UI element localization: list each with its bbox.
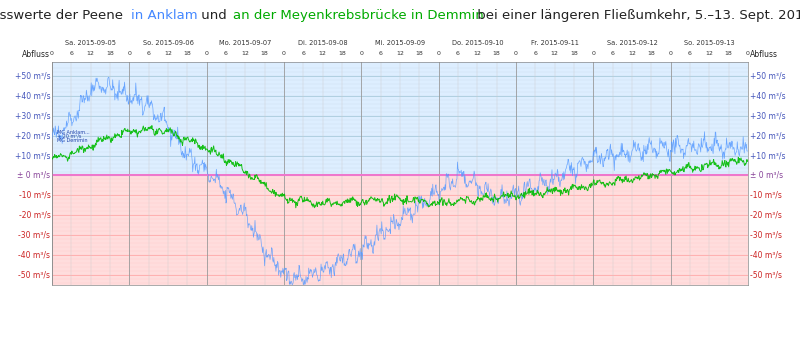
Text: +40 m³/s: +40 m³/s	[750, 92, 786, 101]
Text: Sa. 2015-09-05: Sa. 2015-09-05	[65, 40, 116, 46]
Text: 12: 12	[706, 51, 714, 56]
Text: Mi. 2015-09-09: Mi. 2015-09-09	[375, 40, 425, 46]
Text: 18: 18	[725, 51, 733, 56]
Text: Do. 2015-09-10: Do. 2015-09-10	[451, 40, 503, 46]
Text: 0: 0	[50, 51, 54, 56]
Text: 18: 18	[647, 51, 655, 56]
Text: 12: 12	[474, 51, 482, 56]
Text: 0: 0	[437, 51, 441, 56]
Text: 12: 12	[318, 51, 326, 56]
Text: -20 m³/s: -20 m³/s	[18, 211, 50, 220]
Bar	[52, 62, 748, 176]
Text: -40 m³/s: -40 m³/s	[18, 250, 50, 259]
Text: +50 m³/s: +50 m³/s	[750, 72, 786, 81]
Text: 0: 0	[669, 51, 673, 56]
Text: MG Anklam...: MG Anklam...	[57, 130, 90, 135]
Text: -40 m³/s: -40 m³/s	[750, 250, 782, 259]
Text: Sa. 2015-09-12: Sa. 2015-09-12	[606, 40, 658, 46]
Text: 6: 6	[70, 51, 74, 56]
Text: 12: 12	[164, 51, 172, 56]
Text: 0: 0	[359, 51, 363, 56]
Text: 0: 0	[127, 51, 131, 56]
Text: 0: 0	[591, 51, 595, 56]
Text: 0: 0	[514, 51, 518, 56]
Text: 12: 12	[242, 51, 250, 56]
Text: Fr. 2015-09-11: Fr. 2015-09-11	[530, 40, 578, 46]
Text: -50 m³/s: -50 m³/s	[750, 270, 782, 279]
Text: + 20 m³/s: + 20 m³/s	[57, 134, 82, 139]
Text: 12: 12	[86, 51, 94, 56]
Text: So. 2015-09-13: So. 2015-09-13	[684, 40, 734, 46]
Text: 6: 6	[224, 51, 228, 56]
Text: bei einer längeren Fließumkehr, 5.–13. Sept. 2015: bei einer längeren Fließumkehr, 5.–13. S…	[473, 9, 800, 22]
Text: und: und	[197, 9, 231, 22]
Text: 6: 6	[302, 51, 306, 56]
Text: So. 2015-09-06: So. 2015-09-06	[142, 40, 194, 46]
Text: 12: 12	[396, 51, 404, 56]
Text: 6: 6	[534, 51, 538, 56]
Text: 12: 12	[550, 51, 558, 56]
Text: -30 m³/s: -30 m³/s	[750, 230, 782, 239]
Text: 18: 18	[415, 51, 423, 56]
Text: 0: 0	[746, 51, 750, 56]
Text: Abflusswerte der Peene: Abflusswerte der Peene	[0, 9, 127, 22]
Text: +10 m³/s: +10 m³/s	[15, 151, 50, 160]
Text: 6: 6	[378, 51, 382, 56]
Text: -30 m³/s: -30 m³/s	[18, 230, 50, 239]
Text: +30 m³/s: +30 m³/s	[750, 111, 786, 120]
Text: Abfluss: Abfluss	[750, 50, 778, 59]
Text: 18: 18	[106, 51, 114, 56]
Text: 6: 6	[688, 51, 692, 56]
Text: -10 m³/s: -10 m³/s	[750, 191, 782, 200]
Text: 12: 12	[628, 51, 636, 56]
Text: -10 m³/s: -10 m³/s	[18, 191, 50, 200]
Text: 6: 6	[146, 51, 150, 56]
Text: MG Demmin: MG Demmin	[57, 138, 87, 143]
Text: 18: 18	[183, 51, 191, 56]
Text: +20 m³/s: +20 m³/s	[750, 131, 785, 140]
Text: ± 0 m³/s: ± 0 m³/s	[18, 171, 50, 180]
Text: an der Meyenkrebsbrücke in Demmin: an der Meyenkrebsbrücke in Demmin	[233, 9, 484, 22]
Text: Abfluss: Abfluss	[22, 50, 50, 59]
Text: 18: 18	[261, 51, 269, 56]
Text: 18: 18	[493, 51, 501, 56]
Text: +50 m³/s: +50 m³/s	[14, 72, 50, 81]
Text: -50 m³/s: -50 m³/s	[18, 270, 50, 279]
Text: 0: 0	[205, 51, 209, 56]
Text: +10 m³/s: +10 m³/s	[750, 151, 785, 160]
Text: +40 m³/s: +40 m³/s	[14, 92, 50, 101]
Text: +30 m³/s: +30 m³/s	[14, 111, 50, 120]
Text: +20 m³/s: +20 m³/s	[15, 131, 50, 140]
Text: 0: 0	[282, 51, 286, 56]
Text: 6: 6	[610, 51, 614, 56]
Text: 18: 18	[338, 51, 346, 56]
Text: 18: 18	[570, 51, 578, 56]
Text: 6: 6	[456, 51, 460, 56]
Bar	[52, 176, 748, 285]
Text: Di. 2015-09-08: Di. 2015-09-08	[298, 40, 347, 46]
Text: Mo. 2015-09-07: Mo. 2015-09-07	[219, 40, 271, 46]
Text: ± 0 m³/s: ± 0 m³/s	[750, 171, 782, 180]
Text: in Anklam: in Anklam	[131, 9, 198, 22]
Text: -20 m³/s: -20 m³/s	[750, 211, 782, 220]
